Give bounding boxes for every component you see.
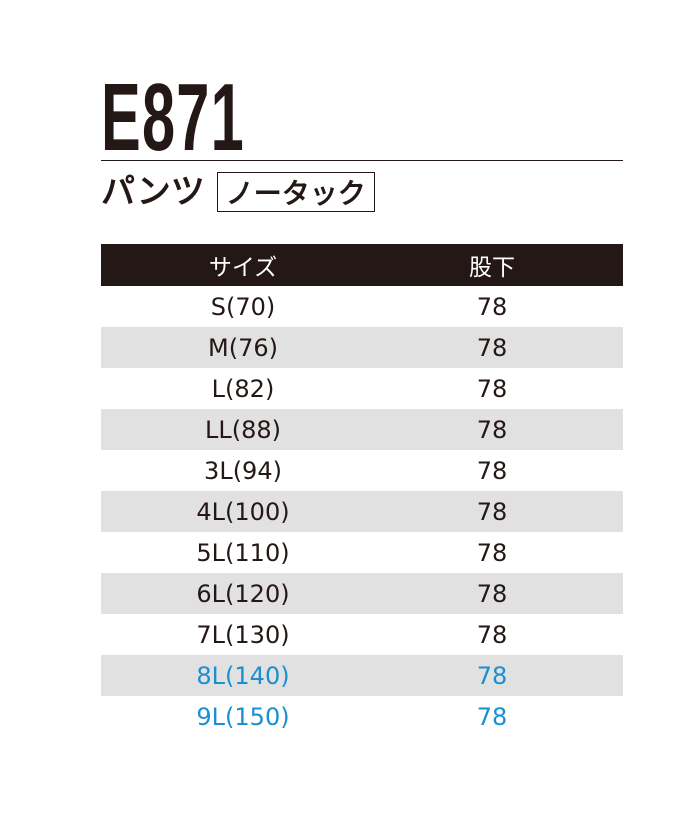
inseam-cell: 78 bbox=[476, 333, 508, 362]
size-cell: 6L(120) bbox=[196, 579, 290, 608]
table-row: L(82) 78 bbox=[101, 368, 623, 409]
table-row: 7L(130) 78 bbox=[101, 614, 623, 655]
size-cell: 7L(130) bbox=[196, 620, 290, 649]
pleat-tag: ノータック bbox=[216, 172, 375, 212]
column-header-size: サイズ bbox=[208, 255, 278, 281]
inseam-cell: 78 bbox=[476, 374, 508, 403]
inseam-cell: 78 bbox=[476, 579, 508, 608]
inseam-cell: 78 bbox=[476, 497, 508, 526]
divider bbox=[101, 160, 623, 161]
size-table: サイズ 股下 S(70) 78 M(76) 78 L(82) 78 LL(88)… bbox=[101, 244, 623, 737]
size-cell: 3L(94) bbox=[204, 456, 282, 485]
size-cell: 8L(140) bbox=[196, 661, 290, 690]
product-type: パンツ bbox=[101, 172, 205, 212]
table-row: M(76) 78 bbox=[101, 327, 623, 368]
table-row: S(70) 78 bbox=[101, 286, 623, 327]
size-cell: 5L(110) bbox=[196, 538, 290, 567]
size-cell: S(70) bbox=[210, 292, 276, 321]
model-number: E871 bbox=[101, 64, 245, 171]
table-header: サイズ 股下 bbox=[101, 244, 623, 286]
table-row: 8L(140) 78 bbox=[101, 655, 623, 696]
table-row: 3L(94) 78 bbox=[101, 450, 623, 491]
size-cell: LL(88) bbox=[204, 415, 281, 444]
inseam-cell: 78 bbox=[476, 292, 508, 321]
table-row: 6L(120) 78 bbox=[101, 573, 623, 614]
size-cell: 9L(150) bbox=[196, 702, 290, 731]
product-title-row: パンツ ノータック bbox=[101, 172, 375, 212]
inseam-cell: 78 bbox=[476, 456, 508, 485]
size-cell: 4L(100) bbox=[196, 497, 290, 526]
column-header-inseam: 股下 bbox=[469, 255, 515, 281]
inseam-cell: 78 bbox=[476, 702, 508, 731]
inseam-cell: 78 bbox=[476, 661, 508, 690]
table-row: 4L(100) 78 bbox=[101, 491, 623, 532]
inseam-cell: 78 bbox=[476, 415, 508, 444]
table-row: 5L(110) 78 bbox=[101, 532, 623, 573]
inseam-cell: 78 bbox=[476, 538, 508, 567]
size-cell: L(82) bbox=[211, 374, 275, 403]
table-row: LL(88) 78 bbox=[101, 409, 623, 450]
table-row: 9L(150) 78 bbox=[101, 696, 623, 737]
inseam-cell: 78 bbox=[476, 620, 508, 649]
size-cell: M(76) bbox=[208, 333, 278, 362]
